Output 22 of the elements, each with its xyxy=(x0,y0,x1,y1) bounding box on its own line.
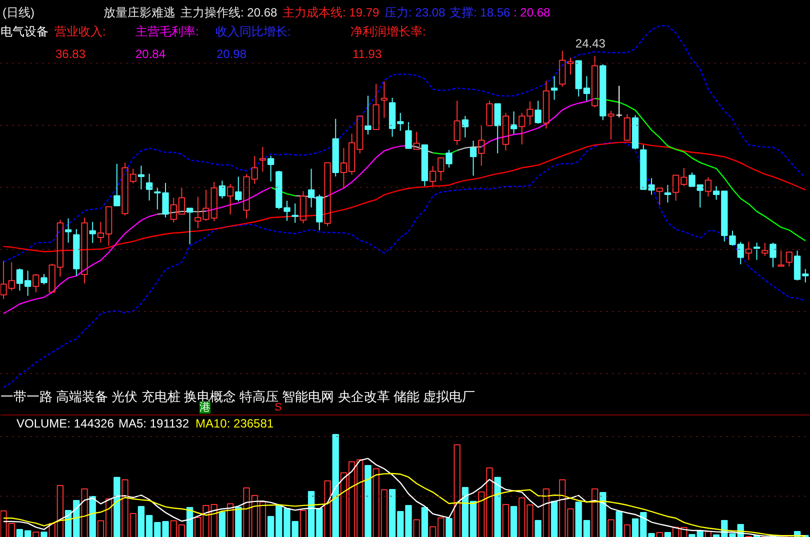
text: : 20.68 xyxy=(514,6,551,20)
annotation: 24.43 xyxy=(575,36,606,50)
annotation: 11.93 xyxy=(352,47,382,61)
text: (日线) xyxy=(2,6,34,20)
annotation: 36.83 xyxy=(56,47,86,61)
text: 放量庄影难逃 xyxy=(104,6,176,20)
text: 港 xyxy=(200,400,210,414)
text: 主营毛利率: xyxy=(136,24,199,38)
text: S xyxy=(274,402,282,414)
text: 收入同比增长: xyxy=(216,24,291,38)
text: 压力: 23.08 xyxy=(384,6,446,20)
annotation: 20.84 xyxy=(136,47,166,61)
text: MA5: 191132 xyxy=(118,416,190,430)
text: 电气设备 xyxy=(0,24,48,38)
text: 营业收入: xyxy=(54,24,106,38)
annotation: 20.98 xyxy=(216,47,247,61)
text: 主力成本线: 19.79 xyxy=(282,6,380,20)
text: MA10: 236581 xyxy=(196,416,274,430)
text: 支撑: 18.56 xyxy=(450,6,511,20)
text: 主力操作线: 20.68 xyxy=(180,6,278,20)
text: VOLUME: 144326 xyxy=(16,416,114,430)
text: 净利润增长率: xyxy=(350,24,426,38)
